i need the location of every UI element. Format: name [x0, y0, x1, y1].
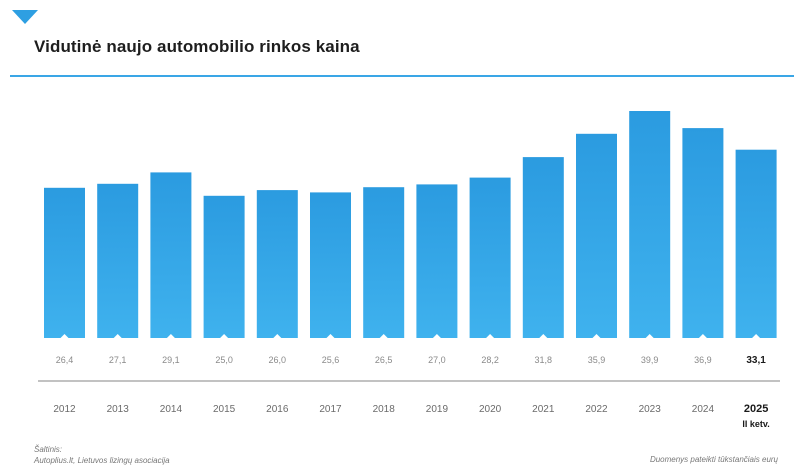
- tick-label-2021: 2021: [532, 404, 555, 415]
- bar-notch-2020: [486, 334, 495, 338]
- tick-labels-layer: 2012 2013 2014 2015 2016 2017 2018 2019 2020 2021…: [53, 403, 769, 429]
- tick-label-2015: 2015: [213, 404, 236, 415]
- tick-sublabel-2025: II ketv.: [742, 419, 769, 429]
- tick-label-2025: 2025: [744, 403, 768, 415]
- bar-2018: [363, 187, 405, 338]
- value-label-2019: 27,0: [428, 355, 446, 365]
- value-label-2024: 36,9: [694, 355, 712, 365]
- tick-label-2023: 2023: [639, 404, 662, 415]
- bar-2025: [735, 149, 777, 338]
- value-label-2014: 29,1: [162, 355, 180, 365]
- bar-notch-2024: [698, 334, 707, 338]
- tick-label-2017: 2017: [319, 404, 342, 415]
- source-note: Šaltinis: Autoplius.lt, Lietuvos lizingų…: [34, 445, 170, 465]
- bar-notch-2022: [592, 334, 601, 338]
- bar-notch-2023: [645, 334, 654, 338]
- value-labels-layer: 26,4 27,1 29,1 25,0 26,0 25,6 26,5 27,0 28,2 31,8…: [56, 355, 767, 366]
- tick-label-2016: 2016: [266, 404, 289, 415]
- tick-label-2014: 2014: [160, 404, 183, 415]
- bar-2021: [522, 157, 564, 338]
- bar-2024: [682, 128, 724, 338]
- bar-notch-2025: [752, 334, 761, 338]
- bar-notch-2014: [166, 334, 175, 338]
- value-label-2017: 25,6: [322, 355, 340, 365]
- bar-2012: [44, 187, 85, 338]
- tick-label-2020: 2020: [479, 404, 502, 415]
- bar-notch-2013: [113, 334, 122, 338]
- title-divider: [10, 75, 794, 77]
- tick-label-2019: 2019: [426, 404, 449, 415]
- value-label-2023: 39,9: [641, 355, 659, 365]
- bar-2014: [150, 172, 192, 338]
- value-label-2018: 26,5: [375, 355, 393, 365]
- bar-2019: [416, 184, 458, 338]
- corner-marker-triangle: [12, 10, 38, 24]
- bar-notch-2018: [379, 334, 388, 338]
- bar-notch-2012: [60, 334, 69, 338]
- tick-label-2024: 2024: [692, 404, 715, 415]
- value-label-2021: 31,8: [535, 355, 553, 365]
- bar-2022: [576, 133, 617, 338]
- bar-2020: [469, 177, 511, 338]
- value-label-2022: 35,9: [588, 355, 606, 365]
- page-title: Vidutinė naujo automobilio rinkos kaina: [34, 37, 360, 56]
- value-label-2013: 27,1: [109, 355, 127, 365]
- bar-notch-2017: [326, 334, 335, 338]
- value-label-2016: 26,0: [269, 355, 287, 365]
- bar-2023: [629, 111, 671, 338]
- value-label-2012: 26,4: [56, 355, 74, 365]
- bar-2017: [310, 192, 351, 338]
- credit-note: Duomenys pateikti tūkstančiais eurų: [649, 455, 778, 464]
- bar-2013: [97, 183, 139, 338]
- bars-layer: [44, 111, 777, 338]
- tick-label-2022: 2022: [585, 404, 608, 415]
- value-label-2020: 28,2: [481, 355, 499, 365]
- bar-2015: [203, 195, 245, 338]
- bar-notch-2016: [273, 334, 282, 338]
- bar-notch-2015: [220, 334, 229, 338]
- value-label-2015: 25,0: [215, 355, 233, 365]
- bar-notch-2019: [432, 334, 441, 338]
- tick-label-2013: 2013: [107, 404, 130, 415]
- tick-label-2012: 2012: [53, 404, 76, 415]
- bar-notch-2021: [539, 334, 548, 338]
- bar-2016: [256, 190, 298, 338]
- value-label-2025: 33,1: [746, 355, 766, 366]
- tick-label-2018: 2018: [373, 404, 396, 415]
